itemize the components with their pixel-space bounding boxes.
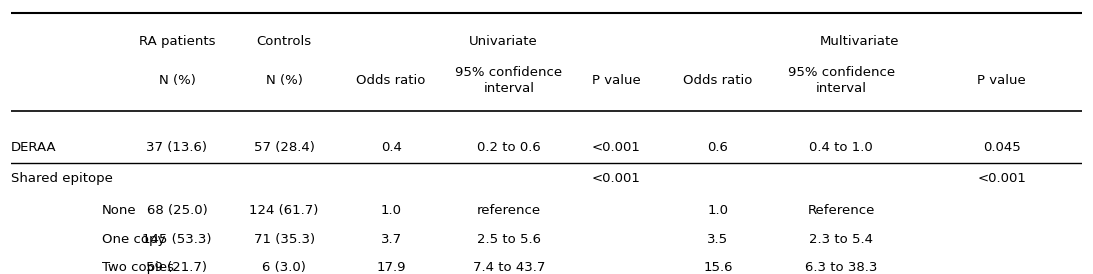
Text: 37 (13.6): 37 (13.6) [146, 141, 208, 154]
Text: N (%): N (%) [158, 74, 196, 87]
Text: 57 (28.4): 57 (28.4) [254, 141, 315, 154]
Text: Univariate: Univariate [469, 35, 538, 48]
Text: <0.001: <0.001 [591, 141, 640, 154]
Text: 71 (35.3): 71 (35.3) [254, 233, 315, 246]
Text: 0.2 to 0.6: 0.2 to 0.6 [478, 141, 541, 154]
Text: 59 (21.7): 59 (21.7) [146, 261, 208, 274]
Text: Reference: Reference [808, 204, 874, 217]
Text: 95% confidence
interval: 95% confidence interval [456, 66, 563, 95]
Text: Controls: Controls [257, 35, 312, 48]
Text: P value: P value [977, 74, 1026, 87]
Text: 1.0: 1.0 [707, 204, 728, 217]
Text: 2.5 to 5.6: 2.5 to 5.6 [477, 233, 541, 246]
Text: 1.0: 1.0 [380, 204, 402, 217]
Text: Odds ratio: Odds ratio [356, 74, 426, 87]
Text: 6 (3.0): 6 (3.0) [262, 261, 306, 274]
Text: None: None [102, 204, 137, 217]
Text: 6.3 to 38.3: 6.3 to 38.3 [804, 261, 878, 274]
Text: 3.5: 3.5 [707, 233, 728, 246]
Text: 0.4: 0.4 [380, 141, 401, 154]
Text: RA patients: RA patients [139, 35, 215, 48]
Text: Shared epitope: Shared epitope [11, 172, 113, 185]
Text: 95% confidence
interval: 95% confidence interval [787, 66, 895, 95]
Text: reference: reference [477, 204, 541, 217]
Text: 15.6: 15.6 [703, 261, 732, 274]
Text: 145 (53.3): 145 (53.3) [142, 233, 212, 246]
Text: <0.001: <0.001 [591, 172, 640, 185]
Text: DERAA: DERAA [11, 141, 57, 154]
Text: 0.045: 0.045 [983, 141, 1021, 154]
Text: P value: P value [591, 74, 640, 87]
Text: 68 (25.0): 68 (25.0) [146, 204, 208, 217]
Text: 7.4 to 43.7: 7.4 to 43.7 [473, 261, 545, 274]
Text: <0.001: <0.001 [977, 172, 1026, 185]
Text: Two copies: Two copies [102, 261, 174, 274]
Text: 2.3 to 5.4: 2.3 to 5.4 [809, 233, 873, 246]
Text: 124 (61.7): 124 (61.7) [249, 204, 319, 217]
Text: Odds ratio: Odds ratio [683, 74, 753, 87]
Text: One copy: One copy [102, 233, 165, 246]
Text: 3.7: 3.7 [380, 233, 402, 246]
Text: N (%): N (%) [266, 74, 303, 87]
Text: 0.4 to 1.0: 0.4 to 1.0 [809, 141, 873, 154]
Text: 0.6: 0.6 [707, 141, 728, 154]
Text: 17.9: 17.9 [376, 261, 406, 274]
Text: Multivariate: Multivariate [820, 35, 900, 48]
